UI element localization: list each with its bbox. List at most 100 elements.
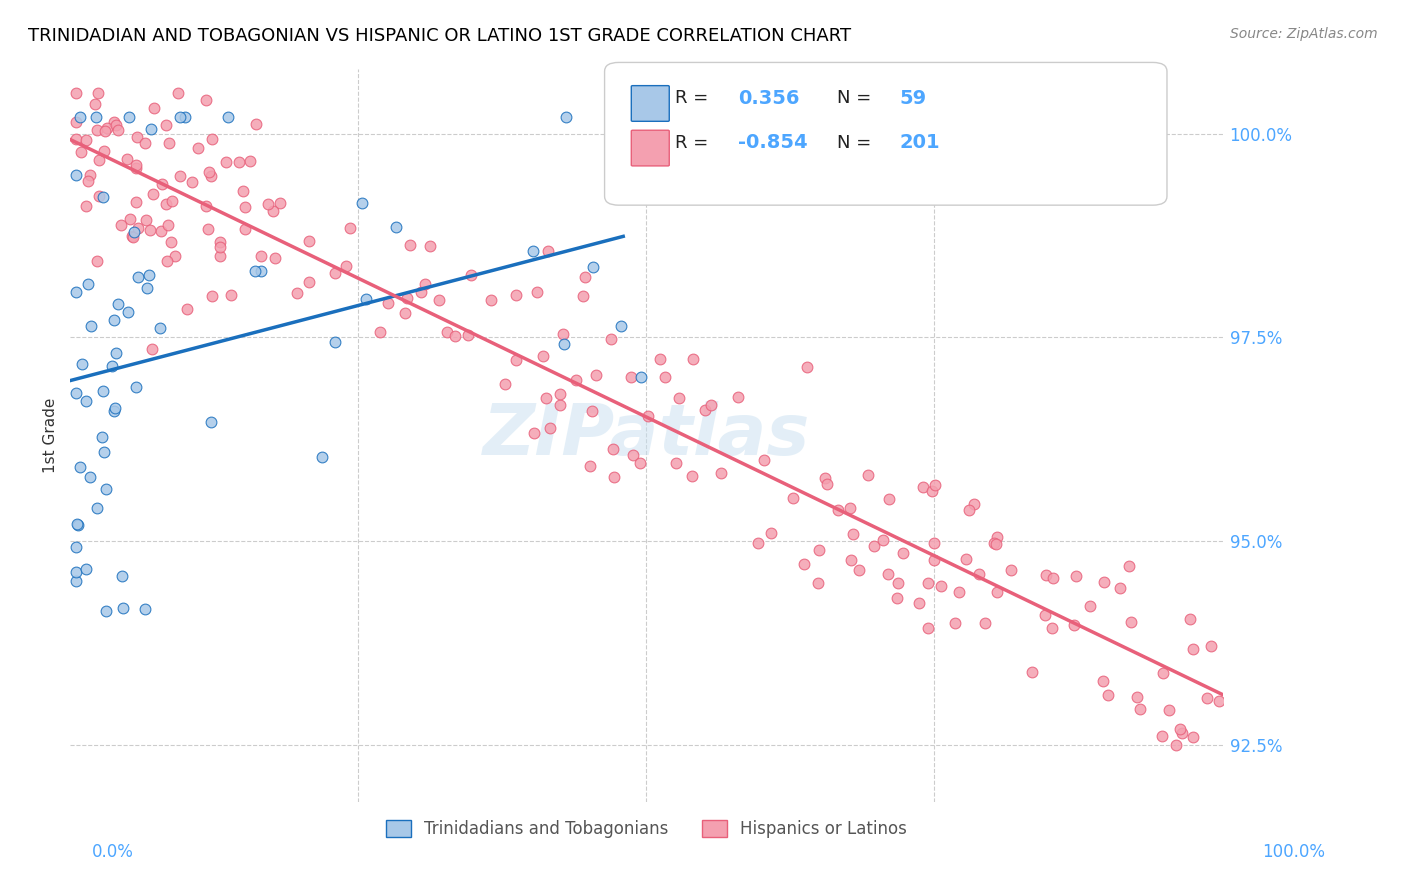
Point (142, 187, 165, 202)
Point (1042, 621, 1064, 635)
Point (419, 239, 441, 253)
Point (111, 568, 134, 582)
Point (65, 541, 87, 555)
Point (197, 221, 219, 235)
Point (298, 234, 321, 248)
Point (886, 576, 908, 591)
Point (700, 399, 723, 413)
Point (710, 466, 733, 480)
Point (793, 557, 815, 571)
Point (1150, 730, 1173, 744)
Point (79, 469, 101, 483)
Point (924, 478, 946, 492)
Point (1181, 730, 1204, 744)
Point (579, 459, 602, 474)
Text: ZIPatlas: ZIPatlas (482, 401, 810, 469)
Point (107, 297, 129, 311)
Point (80, 318, 103, 333)
Point (548, 386, 571, 401)
Point (538, 421, 561, 435)
Point (1000, 563, 1022, 577)
Point (125, 380, 148, 394)
Point (201, 289, 224, 303)
Point (127, 130, 149, 145)
Point (377, 295, 399, 310)
Point (90, 430, 112, 444)
Point (1168, 722, 1191, 736)
Point (537, 244, 560, 259)
Point (943, 616, 966, 631)
Text: 100.0%: 100.0% (1263, 843, 1324, 861)
Point (75, 133, 97, 147)
Point (668, 391, 690, 405)
Point (136, 281, 159, 295)
Point (66, 516, 89, 531)
Point (91, 384, 114, 399)
Point (159, 235, 181, 249)
Point (973, 615, 995, 630)
Point (526, 285, 548, 300)
Point (1092, 575, 1115, 590)
Point (1180, 612, 1202, 626)
Point (551, 327, 574, 342)
Point (582, 260, 605, 275)
Point (285, 286, 308, 301)
Point (986, 530, 1008, 544)
Text: 201: 201 (900, 133, 941, 153)
Point (134, 601, 156, 615)
Point (209, 235, 232, 249)
Point (84, 97, 107, 112)
Point (127, 269, 149, 284)
Point (983, 536, 1005, 550)
Point (1078, 599, 1101, 613)
Point (494, 376, 516, 391)
Point (917, 575, 939, 590)
Point (167, 86, 190, 100)
Point (89, 188, 111, 202)
Point (134, 136, 156, 151)
Point (65, 86, 87, 100)
Text: 59: 59 (900, 88, 927, 108)
Point (75, 199, 97, 213)
Point (548, 398, 571, 412)
Point (155, 197, 177, 211)
Point (623, 448, 645, 462)
Point (922, 553, 945, 567)
Point (648, 351, 671, 366)
Y-axis label: 1st Grade: 1st Grade (44, 397, 58, 473)
Point (399, 238, 422, 252)
Text: 0.356: 0.356 (738, 88, 800, 108)
Point (602, 442, 624, 456)
Text: N =: N = (837, 134, 870, 152)
Point (396, 291, 419, 305)
Point (125, 194, 148, 209)
Point (682, 351, 704, 366)
Point (856, 468, 879, 483)
Point (848, 563, 870, 577)
Point (298, 276, 321, 290)
Legend: Trinidadians and Tobagonians, Hispanics or Latinos: Trinidadians and Tobagonians, Hispanics … (380, 813, 914, 845)
Point (84, 111, 107, 125)
Point (1181, 641, 1204, 656)
Point (217, 111, 239, 125)
Point (174, 111, 197, 125)
Point (122, 230, 145, 244)
Point (69, 111, 91, 125)
Point (141, 122, 163, 136)
Point (127, 220, 149, 235)
Point (208, 249, 231, 263)
Point (86, 254, 108, 268)
Point (436, 325, 458, 339)
Point (955, 552, 977, 566)
Point (1164, 738, 1187, 752)
Point (87, 153, 110, 167)
Point (163, 248, 186, 262)
Point (1042, 571, 1064, 585)
Point (727, 390, 749, 404)
Point (1092, 674, 1115, 689)
Point (1021, 665, 1043, 679)
Point (75, 562, 97, 576)
Point (917, 621, 939, 635)
Point (603, 470, 626, 484)
Point (94, 123, 117, 137)
